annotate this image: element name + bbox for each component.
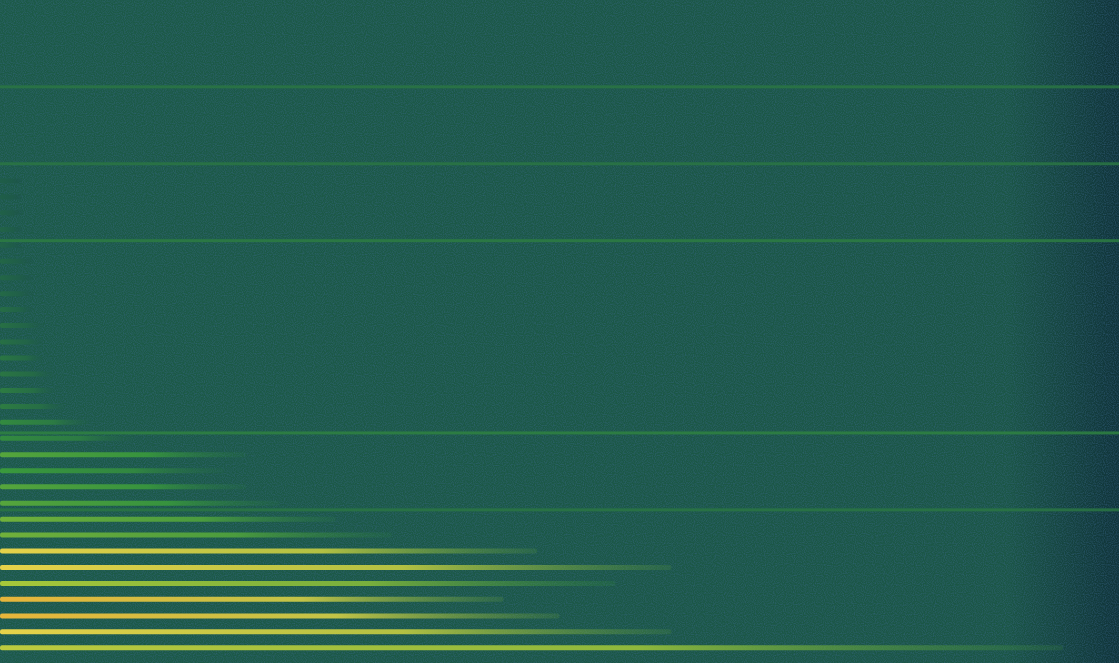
partial [0, 291, 34, 296]
partial [0, 517, 336, 522]
partial [0, 275, 34, 280]
partial [0, 484, 246, 489]
partial [0, 501, 280, 506]
partial [0, 178, 22, 183]
partial [0, 356, 45, 361]
partial [0, 243, 22, 248]
spectrogram [0, 0, 1119, 663]
tone-line [0, 85, 1119, 88]
partial [0, 533, 392, 538]
tone-line [0, 508, 1119, 511]
partial [0, 388, 56, 393]
partial [0, 404, 67, 409]
partial [0, 613, 560, 618]
partial [0, 307, 34, 312]
partial [0, 323, 45, 328]
noise-texture [0, 0, 1119, 663]
partial [0, 210, 22, 215]
partial [0, 645, 1063, 650]
background [0, 0, 1119, 663]
partial [0, 227, 22, 232]
partial [0, 259, 34, 264]
partial [0, 548, 537, 553]
partial [0, 452, 246, 457]
partial [0, 436, 134, 441]
partial [0, 371, 56, 376]
partial [0, 581, 615, 586]
partial [0, 597, 504, 602]
partial [0, 468, 224, 473]
partial [0, 420, 90, 425]
tone-line [0, 239, 1119, 242]
partial [0, 629, 671, 634]
tone-line [0, 162, 1119, 165]
tone-line [0, 431, 1119, 434]
plot-area [0, 85, 1119, 650]
partial [0, 194, 22, 199]
partial [0, 340, 45, 345]
partial [0, 565, 671, 570]
